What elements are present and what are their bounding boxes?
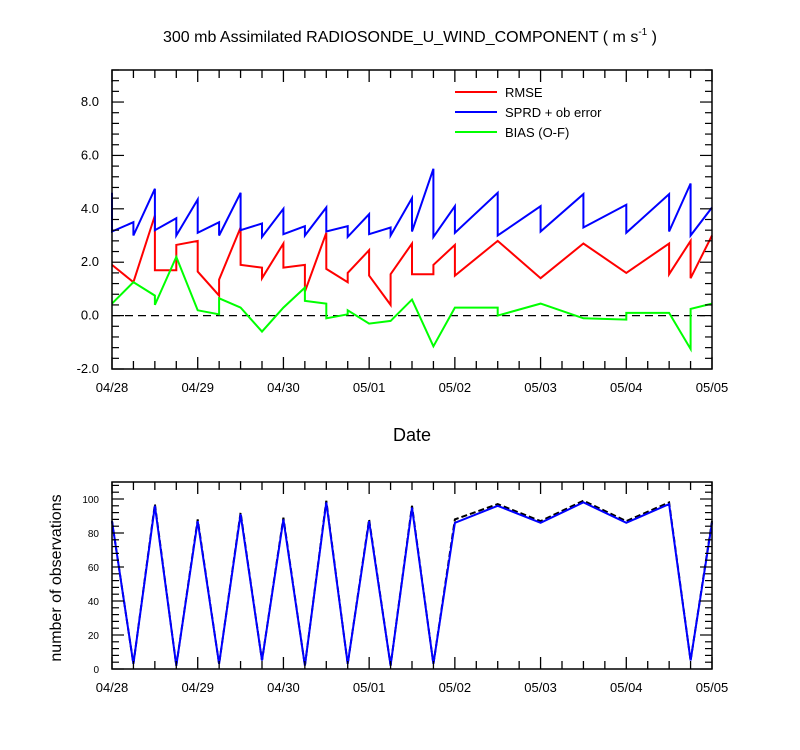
legend-label-sprd: SPRD + ob error [505, 105, 602, 120]
x-tick-label: 05/01 [353, 680, 386, 695]
y-tick-label: 80 [88, 529, 100, 540]
series-line-1 [111, 501, 713, 666]
x-tick-label: 04/30 [267, 380, 300, 395]
y-tick-label: 8.0 [81, 94, 99, 109]
y-tick-label: -2.0 [77, 361, 99, 376]
series-line-0 [111, 499, 713, 666]
y-tick-label: 4.0 [81, 201, 99, 216]
x-axis-label: Date [393, 425, 431, 445]
x-tick-label: 04/29 [181, 680, 214, 695]
x-tick-label: 05/03 [524, 680, 557, 695]
x-tick-label: 04/28 [96, 680, 129, 695]
plot-frame [111, 481, 713, 670]
plot-frame [111, 69, 713, 370]
series-line-1 [111, 168, 713, 241]
legend-label-rmse: RMSE [505, 85, 543, 100]
x-tick-label: 05/05 [696, 680, 729, 695]
x-tick-label: 04/30 [267, 680, 300, 695]
series-line-0 [111, 215, 713, 308]
x-tick-label: 04/28 [96, 380, 129, 395]
y-tick-label: 40 [88, 597, 100, 608]
legend: RMSE SPRD + ob error BIAS (O-F) [455, 85, 602, 140]
series-line-2 [111, 254, 713, 353]
y-tick-label: 6.0 [81, 147, 99, 162]
x-tick-label: 05/02 [439, 380, 472, 395]
x-tick-label: 05/05 [696, 380, 729, 395]
y-tick-label: 20 [88, 631, 100, 642]
x-tick-label: 05/02 [439, 680, 472, 695]
x-tick-label: 05/01 [353, 380, 386, 395]
y-tick-label: 60 [88, 563, 100, 574]
y-axis-label: number of observations [48, 494, 65, 661]
chart-title: 300 mb Assimilated RADIOSONDE_U_WIND_COM… [163, 27, 657, 46]
y-tick-label: 100 [82, 495, 99, 506]
x-tick-label: 05/03 [524, 380, 557, 395]
x-tick-label: 05/04 [610, 680, 643, 695]
x-tick-label: 04/29 [181, 380, 214, 395]
y-tick-label: 0.0 [81, 308, 99, 323]
bottom-chart: 04/28 04/29 04/30 05/01 05/02 05/03 05/04 05/05… [48, 481, 729, 695]
y-tick-label: 2.0 [81, 254, 99, 269]
y-tick-label: 0 [93, 665, 99, 676]
x-tick-label: 05/04 [610, 380, 643, 395]
top-chart: 300 mb Assimilated RADIOSONDE_U_WIND_COM… [77, 27, 729, 445]
legend-label-bias: BIAS (O-F) [505, 125, 569, 140]
